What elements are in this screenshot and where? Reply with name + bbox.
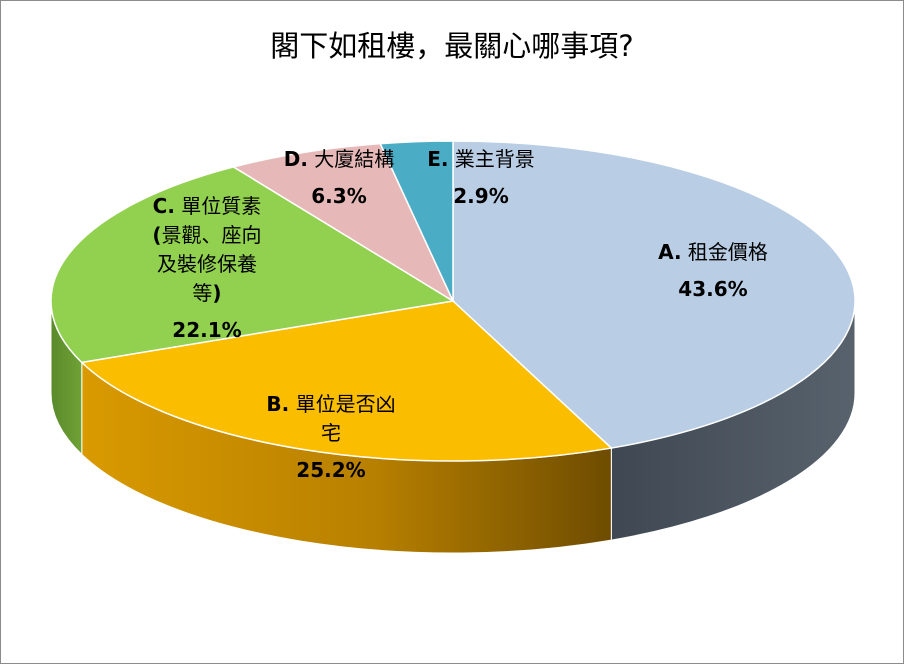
slice-label-d: D. 大廈結構 (284, 147, 395, 171)
slice-value-d: 6.3% (311, 184, 366, 208)
slice-value-c: 22.1% (172, 318, 241, 342)
pie-slice-e (379, 140, 454, 302)
chart-title: 閣下如租樓，最關心哪事項? (270, 29, 634, 63)
slice-value-e: 2.9% (453, 184, 508, 208)
slice-label-a: A. 租金價格 (658, 240, 768, 264)
slice-label-b: B. 單位是否凶宅 (266, 392, 395, 445)
slice-value-b: 25.2% (296, 458, 365, 482)
slice-label-c: C. 單位質素(景觀、座向及裝修保養等) (152, 194, 261, 305)
pie-slice-c (50, 166, 456, 364)
slice-value-a: 43.6% (678, 277, 747, 301)
pie-slice-a (452, 140, 856, 449)
slice-label-e: E. 業主背景 (427, 147, 535, 171)
